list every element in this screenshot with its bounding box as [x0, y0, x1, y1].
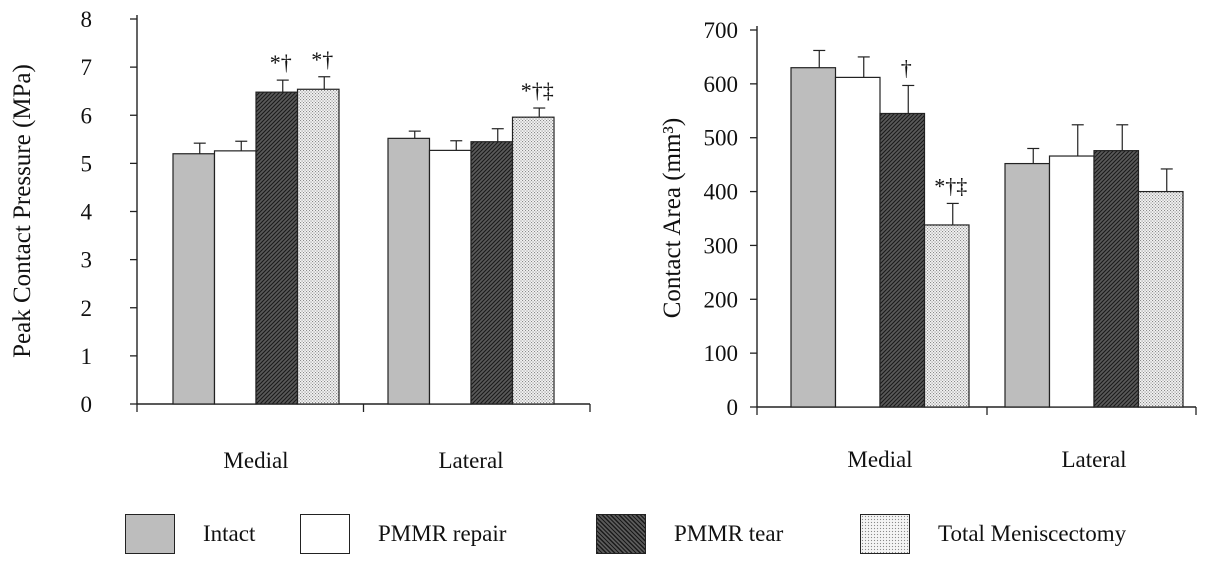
y-tick-label: 0 — [727, 395, 739, 420]
bar-intact-medial — [790, 67, 837, 408]
y-tick-label: 0 — [81, 392, 93, 417]
y-tick-label: 200 — [704, 287, 739, 312]
bar-pmmr-repair-medial — [213, 150, 257, 405]
y-tick-label: 4 — [81, 200, 93, 225]
x-category-label: Medial — [223, 448, 288, 473]
legend-item-total-meniscectomy: Total Meniscectomy — [860, 505, 1126, 563]
legend-label: Total Meniscectomy — [938, 521, 1127, 546]
legend-swatch-total-meniscectomy — [860, 514, 910, 554]
legend-label: PMMR tear — [674, 521, 784, 546]
y-tick-label: 3 — [81, 248, 93, 273]
significance-marker: *†‡ — [934, 173, 967, 198]
y-tick-label: 7 — [81, 55, 93, 80]
pressure-chart: 0 1 2 3 4 5 6 7 8 Peak Contact Pressure (MPa) *† *†… — [9, 7, 591, 473]
y-tick-label: 8 — [81, 7, 93, 32]
significance-marker: *† — [270, 50, 292, 75]
y-tick-label: 100 — [704, 341, 739, 366]
x-category-label: Lateral — [1061, 447, 1126, 472]
bar-intact-medial — [172, 153, 216, 405]
bar-pmmr-repair-lateral — [428, 149, 472, 405]
y-tick-label: 5 — [81, 151, 93, 176]
y-tick-label: 300 — [704, 233, 739, 258]
legend-swatch-pmmr-tear — [596, 514, 646, 554]
bar-total-meniscectomy-medial — [923, 224, 970, 408]
bar-intact-lateral — [387, 137, 431, 405]
legend-label: PMMR repair — [378, 521, 507, 546]
bar-pmmr-tear-medial — [879, 112, 926, 408]
x-category-label: Lateral — [438, 448, 503, 473]
legend: Intact PMMR repair PMMR tear Total Menis… — [0, 505, 1215, 565]
significance-marker: *† — [311, 47, 333, 72]
bar-pmmr-tear-lateral — [470, 141, 514, 405]
significance-marker: *†‡ — [521, 78, 554, 103]
bar-pmmr-tear-lateral — [1093, 150, 1140, 408]
legend-item-pmmr-repair: PMMR repair — [300, 505, 506, 563]
y-axis-label: Contact Area (mm³) — [659, 118, 686, 319]
legend-item-intact: Intact — [125, 505, 255, 563]
y-tick-label: 1 — [81, 344, 93, 369]
legend-item-pmmr-tear: PMMR tear — [596, 505, 783, 563]
bar-total-meniscectomy-lateral — [511, 116, 555, 405]
legend-swatch-pmmr-repair — [300, 514, 350, 554]
legend-swatch-intact — [125, 514, 175, 554]
bar-total-meniscectomy-medial — [296, 88, 340, 405]
bar-pmmr-tear-medial — [255, 91, 299, 405]
x-category-label: Medial — [847, 447, 912, 472]
y-tick-label: 2 — [81, 296, 93, 321]
bar-intact-lateral — [1004, 162, 1051, 408]
y-tick-label: 600 — [704, 72, 739, 97]
contact-area-chart: 0 100 200 300 400 500 600 700 Contact Area (mm³)… — [659, 18, 1197, 472]
bar-total-meniscectomy-lateral — [1137, 190, 1184, 408]
bar-pmmr-repair-medial — [834, 76, 881, 408]
y-tick-label: 700 — [704, 18, 739, 43]
legend-label: Intact — [203, 521, 256, 546]
significance-marker: † — [901, 55, 912, 80]
bar-pmmr-repair-lateral — [1048, 155, 1095, 408]
y-tick-label: 400 — [704, 180, 739, 205]
y-tick-label: 6 — [81, 103, 93, 128]
y-axis-label: Peak Contact Pressure (MPa) — [9, 64, 36, 358]
y-tick-label: 500 — [704, 126, 739, 151]
